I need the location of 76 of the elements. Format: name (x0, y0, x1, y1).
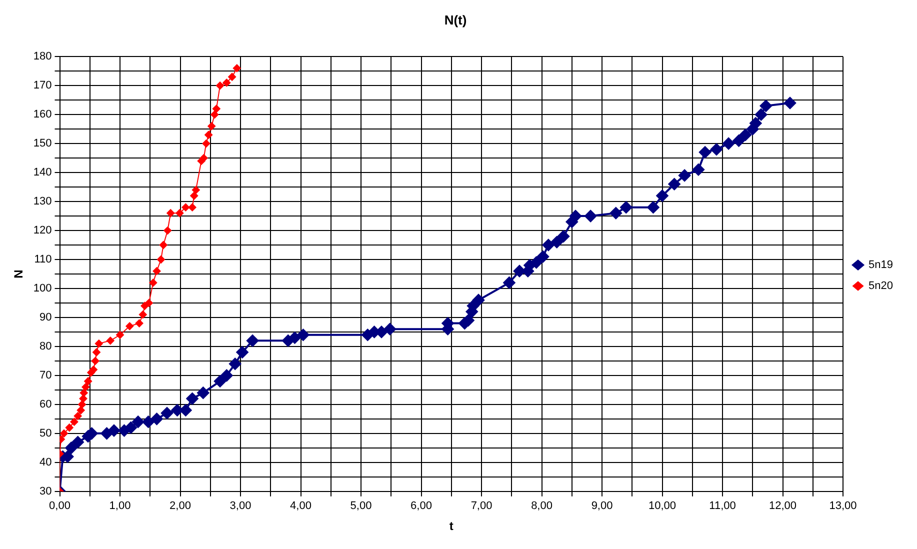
point (135, 319, 144, 328)
y-tick-label: 140 (33, 166, 52, 179)
point (140, 302, 149, 310)
legend-label: 5n20 (868, 280, 894, 292)
point (91, 356, 100, 365)
x-tick-label: 9,00 (591, 500, 613, 512)
point (126, 322, 134, 330)
y-tick-label: 180 (33, 50, 52, 63)
point (106, 336, 114, 345)
point (152, 267, 161, 276)
point (94, 340, 103, 348)
x-tick-label: 12,00 (769, 500, 797, 512)
y-axis-title: N (12, 270, 26, 278)
point (164, 226, 172, 235)
point (144, 298, 153, 307)
point (176, 209, 184, 218)
point (202, 140, 210, 148)
point (182, 203, 190, 212)
y-tick-label: 110 (34, 254, 52, 266)
point (232, 64, 241, 72)
point (204, 130, 213, 139)
point (208, 122, 216, 130)
point (166, 209, 175, 218)
point (216, 82, 224, 90)
y-tick-label: 120 (33, 224, 52, 237)
point (80, 388, 88, 397)
point (156, 256, 165, 264)
x-tick-label: 6,00 (410, 500, 432, 512)
point (60, 429, 68, 438)
x-tick-label: 8,00 (531, 500, 552, 512)
y-tick-label: 50 (40, 427, 52, 440)
y-tick-label: 170 (33, 80, 52, 92)
point (79, 394, 88, 403)
y-tick-label: 100 (33, 282, 52, 295)
y-tick-label: 80 (40, 340, 52, 352)
x-tick-label: 13,00 (829, 500, 857, 512)
chart-title: N(t) (444, 12, 467, 28)
x-tick-label: 11,00 (709, 500, 736, 512)
legend-label: 5n19 (868, 259, 894, 272)
y-tick-label: 150 (33, 138, 52, 150)
point (222, 78, 231, 87)
point (212, 104, 220, 113)
y-tick-label: 30 (40, 485, 52, 498)
x-tick-label: 7,00 (470, 500, 492, 512)
point (192, 186, 200, 194)
point (92, 348, 101, 356)
point (84, 377, 92, 386)
point (82, 383, 90, 392)
x-tick-label: 3,00 (230, 500, 252, 512)
point (65, 424, 74, 432)
y-tick-label: 40 (40, 456, 52, 468)
x-tick-label: 0,00 (49, 500, 70, 512)
y-tick-label: 60 (40, 398, 52, 410)
point (78, 400, 86, 408)
y-tick-label: 130 (33, 196, 52, 208)
point (116, 330, 124, 339)
y-tick-label: 160 (33, 108, 52, 121)
x-tick-label: 2,00 (170, 500, 191, 512)
x-tick-label: 1,00 (109, 500, 131, 512)
point (159, 241, 168, 250)
point (74, 412, 82, 420)
point (76, 406, 85, 414)
point (228, 72, 236, 81)
y-tick-label: 70 (40, 369, 52, 382)
point (89, 366, 98, 374)
x-tick-label: 10,00 (648, 500, 676, 512)
point (190, 192, 198, 200)
point (188, 203, 196, 212)
point (70, 418, 78, 426)
x-tick-label: 4,00 (290, 500, 312, 512)
point (149, 278, 158, 287)
y-tick-label: 90 (40, 312, 52, 324)
x-tick-label: 5,00 (350, 500, 372, 512)
point (138, 310, 147, 319)
x-axis-title: t (449, 519, 454, 534)
point (210, 110, 219, 119)
